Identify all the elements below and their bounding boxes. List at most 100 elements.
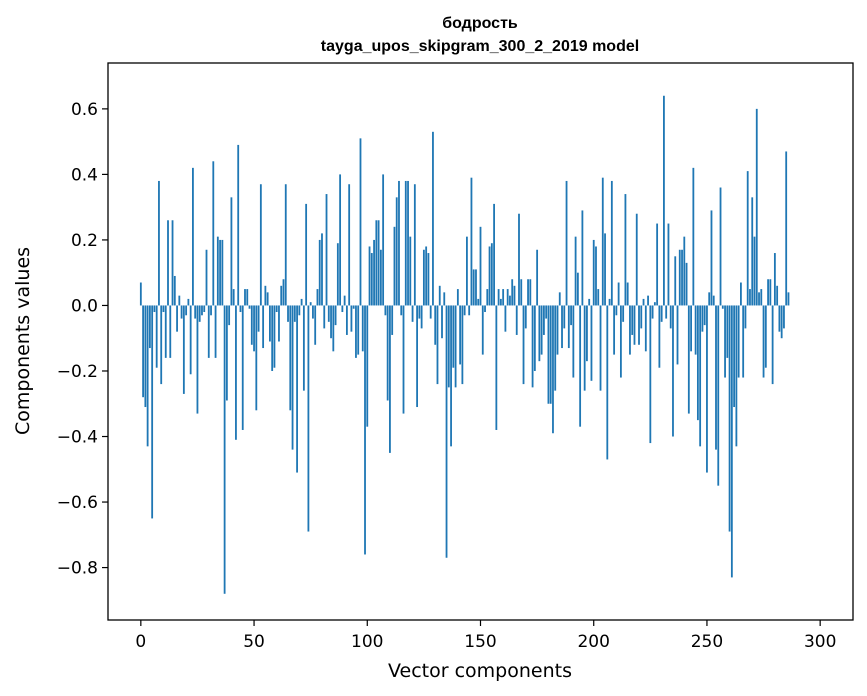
bar [715,305,717,450]
bar [325,194,328,306]
bar [717,305,720,486]
bar [273,305,276,368]
bar [685,262,688,306]
bar [185,305,188,316]
y-tick-label: 0.4 [71,165,98,185]
bar [316,289,319,306]
bar [724,305,726,378]
bar [389,305,391,453]
bar [343,295,346,306]
bar [633,305,636,345]
bar [608,298,611,306]
y-tick-label: 0.6 [71,100,98,120]
bar [454,305,457,388]
bar [291,305,294,450]
bar [287,305,289,322]
bar [284,184,287,306]
y-axis-label: Components values [12,247,34,435]
bar [282,279,285,306]
bar [606,305,609,460]
bar [592,239,595,306]
bar [610,180,613,306]
y-tick-label: 0.2 [71,231,98,251]
bar [269,305,271,342]
bar [246,289,249,306]
bar [370,253,373,306]
bar [452,305,455,368]
bar [703,305,706,326]
bar [461,305,464,385]
bar [144,305,147,408]
bar [486,289,489,306]
bar [735,305,738,447]
bar [155,305,158,368]
bar [223,305,226,594]
bar [536,249,539,306]
bar [656,223,659,306]
bar [257,305,260,332]
bar [176,305,178,332]
bar [178,295,181,306]
bar [244,289,246,306]
bar [504,305,507,332]
bar [538,305,541,362]
bar [543,305,545,335]
bar [445,305,448,558]
bar [459,305,462,365]
bar [581,210,584,306]
bar [153,305,156,313]
bar [189,305,192,375]
bar [259,184,262,306]
bar [649,305,652,444]
bar [391,305,394,335]
chart-subtitle: tayga_upos_skipgram_300_2_2019 model [321,38,639,55]
bar [524,305,527,329]
bar [658,305,661,368]
bar [348,184,351,306]
bar [751,197,754,306]
bar [443,292,446,306]
bar [742,305,745,378]
bar [556,305,559,355]
bar [307,305,310,532]
bar [323,305,326,329]
bar [359,138,362,306]
bar [321,233,323,306]
bar [744,305,747,329]
bar [490,243,493,306]
bar [264,285,267,306]
bar [547,305,550,404]
x-tick-label: 200 [577,632,609,652]
bar [597,289,600,306]
bar [721,305,724,309]
bar [678,249,681,306]
bar [629,305,631,355]
bar [502,289,505,306]
bar [513,285,516,306]
bar [762,305,765,378]
bar [239,305,242,313]
bar [484,305,486,313]
bar [441,305,443,339]
bar [151,305,154,519]
bar [642,298,645,306]
bar [475,269,477,306]
bar [518,213,520,306]
bar [280,285,283,306]
bar [266,292,269,306]
x-tick-label: 50 [243,632,265,652]
bar [511,279,514,306]
bar [409,236,412,306]
bar [262,305,265,349]
bar [749,289,751,306]
bar [341,305,344,313]
bar [488,246,491,306]
bar [398,180,400,306]
x-axis-ticks: 0 50 100 150 200 250 300 [135,620,836,652]
bar [275,305,278,313]
bar [300,298,303,306]
bar [361,305,364,352]
bar [653,302,656,306]
bar [495,305,498,430]
bar [617,282,620,306]
